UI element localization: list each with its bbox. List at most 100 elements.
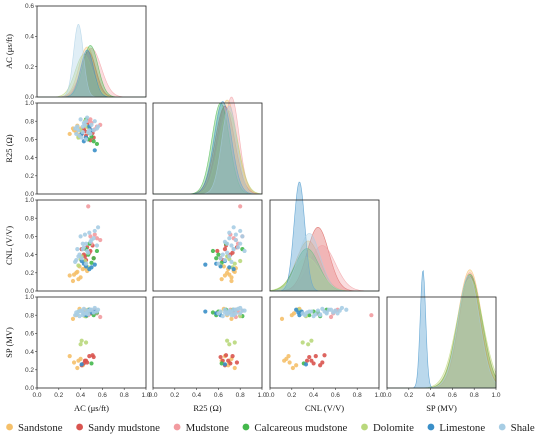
y-tick-label: 0.0 <box>25 191 34 198</box>
point-limestone <box>203 309 208 314</box>
x-tick-label: 0.2 <box>54 392 63 399</box>
x-tick-label: 1.0 <box>374 392 383 399</box>
point-sandstone <box>67 131 72 137</box>
y-tick-label: 0.2 <box>25 64 34 71</box>
point-calcareous-mudstone <box>91 139 96 144</box>
legend-item-limestone: Limestone <box>427 422 485 434</box>
point-dolomite <box>238 258 243 264</box>
legend-marker <box>76 423 84 431</box>
point-shale <box>83 241 89 246</box>
point-sandy-mudstone <box>222 247 228 252</box>
x-tick-label: 0.4 <box>309 392 318 399</box>
y-tick-label: 0.0 <box>25 288 34 295</box>
point-dolomite <box>300 340 305 345</box>
point-calcareous-mudstone <box>89 361 94 366</box>
kde-shale <box>387 275 497 389</box>
x-tick-label: 1.0 <box>491 392 500 399</box>
point-sandstone <box>76 358 81 363</box>
point-shale <box>218 256 223 261</box>
point-shale <box>87 128 92 133</box>
point-sandy-mudstone <box>230 354 235 359</box>
point-shale <box>227 236 232 241</box>
x-tick-label: 0.4 <box>192 392 201 399</box>
legend-item-sandstone: Sandstone <box>6 422 63 434</box>
point-shale <box>238 305 243 311</box>
y-tick-label: 0.8 <box>25 118 34 125</box>
point-sandstone <box>222 273 228 278</box>
point-shale <box>79 135 84 140</box>
point-shale <box>318 312 323 317</box>
point-limestone <box>222 362 228 367</box>
point-shale <box>231 307 236 312</box>
panel-1-0: 0.0 0.2 0.4 0.6 0.8 1.0 <box>25 100 147 198</box>
point-dolomite <box>306 342 311 347</box>
point-sandy-mudstone <box>304 358 310 363</box>
point-shale <box>80 241 85 246</box>
point-mudstone <box>86 204 91 209</box>
point-sandstone <box>290 365 295 371</box>
y-tick-label: 0.0 <box>25 94 34 101</box>
point-sandstone <box>294 363 299 368</box>
point-shale <box>82 232 88 237</box>
point-dolomite <box>309 338 314 343</box>
point-shale <box>77 252 82 257</box>
point-shale <box>85 248 90 254</box>
legend-label: Calcareous mudstone <box>254 422 347 434</box>
point-shale <box>229 243 234 248</box>
point-shale <box>83 261 89 266</box>
point-sandy-mudstone <box>311 361 316 366</box>
y-tick-label: 0.4 <box>25 252 34 259</box>
point-sandstone <box>70 278 76 284</box>
point-shale <box>324 310 329 315</box>
legend-label: Sandy mudstone <box>88 422 160 434</box>
point-dolomite <box>78 342 83 347</box>
point-shale <box>311 314 316 319</box>
point-shale <box>220 252 225 257</box>
point-shale <box>89 122 94 127</box>
point-shale <box>344 307 349 312</box>
point-shale <box>94 243 100 248</box>
x-axis-label: AC (μs/ft) <box>74 403 109 413</box>
point-shale <box>216 311 221 316</box>
point-limestone <box>79 362 84 367</box>
point-limestone <box>89 265 94 270</box>
panel-frame <box>152 296 263 389</box>
x-axis-label: CNL (V/V) <box>305 403 344 413</box>
panel-frame <box>152 199 263 292</box>
point-shale <box>225 250 230 255</box>
point-sandy-mudstone <box>234 360 240 365</box>
point-sandstone <box>71 272 77 277</box>
point-shale <box>235 245 241 250</box>
x-tick-label: 0.0 <box>265 392 274 399</box>
point-shale <box>222 257 228 263</box>
legend-label: Sandstone <box>18 422 63 434</box>
y-tick-label: 0.6 <box>25 234 34 241</box>
point-limestone <box>92 148 97 153</box>
point-shale <box>76 128 81 133</box>
point-limestone <box>203 262 208 267</box>
point-mudstone <box>98 314 103 320</box>
y-tick-label: 0.4 <box>25 34 34 41</box>
point-calcareous-mudstone <box>219 361 224 366</box>
point-sandy-mudstone <box>228 361 233 366</box>
point-sandstone <box>229 278 234 284</box>
point-limestone <box>92 262 97 267</box>
point-shale <box>238 228 243 234</box>
point-shale <box>75 312 80 317</box>
y-tick-label: 1.0 <box>25 294 34 301</box>
panel-1-1 <box>152 96 263 195</box>
point-sandy-mudstone <box>307 354 312 360</box>
point-calcareous-mudstone <box>210 248 216 254</box>
point-shale <box>92 228 97 234</box>
x-tick-label: 1.0 <box>257 392 266 399</box>
y-axis-label: SP (MV) <box>4 327 14 358</box>
legend: Sandstone Sandy mudstone Mudstone Calcareou… <box>6 422 535 434</box>
x-tick-label: 0.2 <box>170 392 179 399</box>
x-tick-label: 0.6 <box>331 392 340 399</box>
panel-frame <box>36 296 147 389</box>
x-tick-label: 0.6 <box>448 392 457 399</box>
point-sandstone <box>80 267 85 272</box>
legend-marker <box>242 423 250 431</box>
point-sandstone <box>287 360 292 365</box>
legend-item-dolomite: Dolomite <box>361 422 414 434</box>
